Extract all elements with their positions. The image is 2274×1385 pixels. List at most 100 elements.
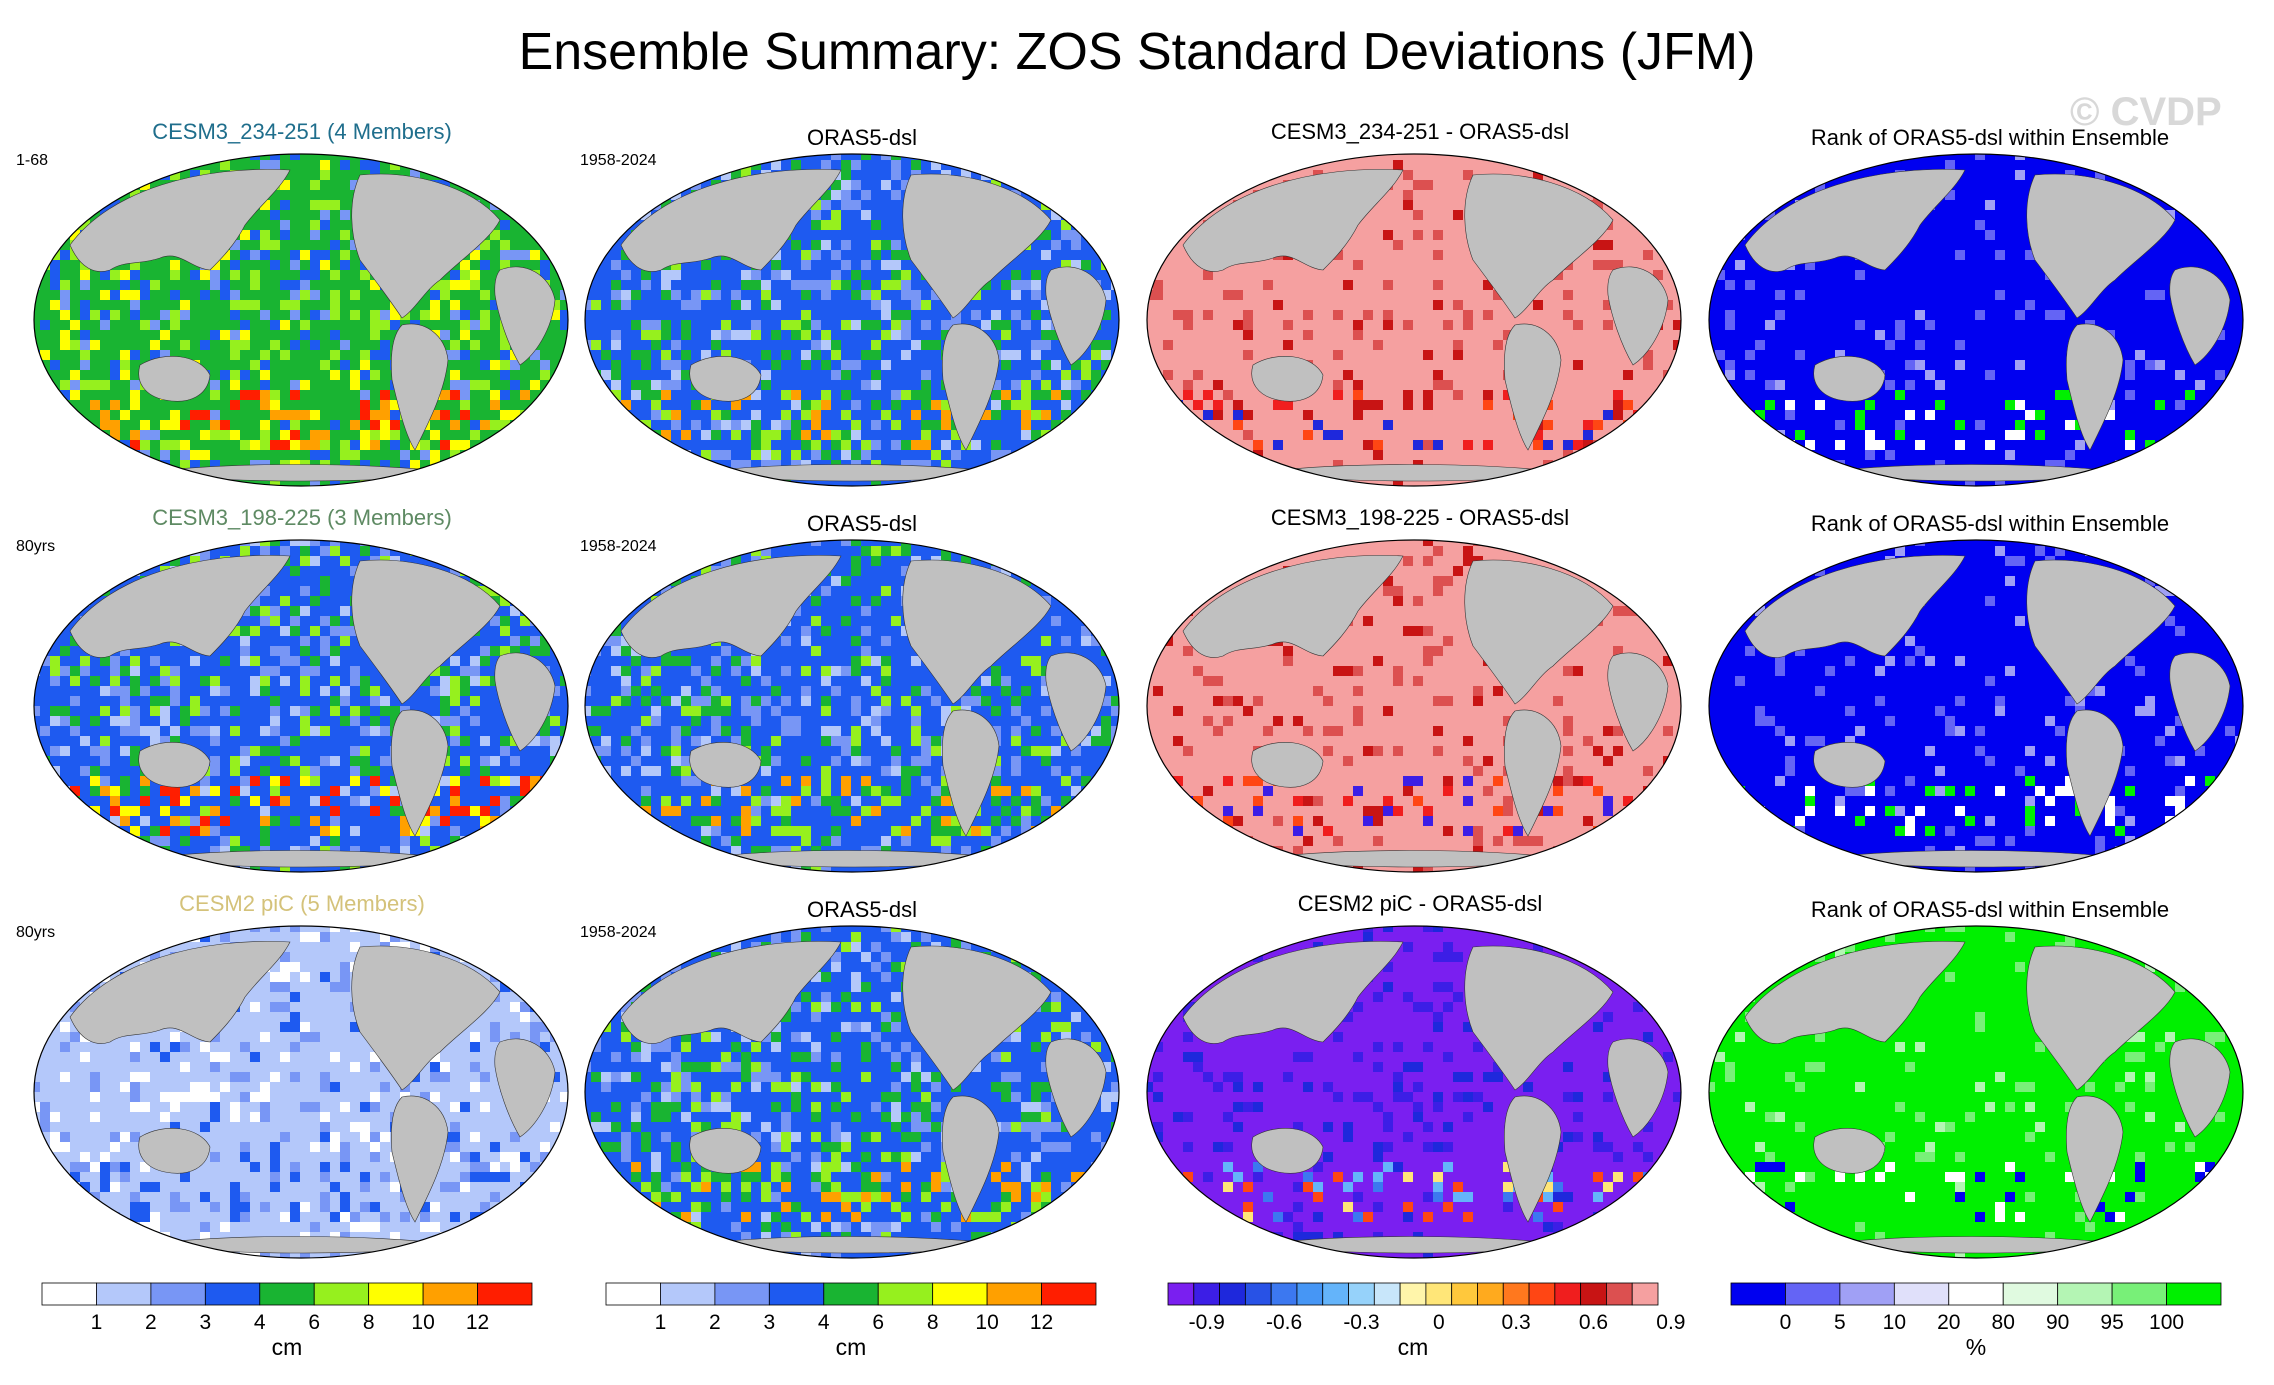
colorbar-swatch (1785, 1282, 1841, 1306)
colorbar-tick-label: 0.6 (1579, 1311, 1608, 1334)
colorbar-swatch (660, 1282, 716, 1306)
row1-obs-map (584, 153, 1120, 487)
colorbar-unit: % (1966, 1334, 1986, 1360)
row1-rank-map (1708, 153, 2244, 487)
row2-model-title: CESM3_198-225 (3 Members) (152, 505, 452, 530)
colorbar-swatch (1839, 1282, 1895, 1306)
colorbar-swatch (41, 1282, 97, 1306)
colorbar-tick-label: 0.9 (1656, 1311, 1685, 1334)
row1-diff-title: CESM3_234-251 - ORAS5-dsl (1270, 119, 1570, 144)
colorbar-swatch (1322, 1282, 1349, 1306)
colorbar-tick-label: 95 (2100, 1311, 2123, 1334)
colorbar-swatch (1477, 1282, 1504, 1306)
row2-obs-map (584, 539, 1120, 873)
row2-rank-title: Rank of ORAS5-dsl within Ensemble (1810, 511, 2170, 536)
colorbar-tick-label: 4 (818, 1311, 830, 1334)
colorbar-tick-label: -0.3 (1343, 1311, 1379, 1334)
figure-title: Ensemble Summary: ZOS Standard Deviation… (518, 23, 1756, 81)
colorbar-tick-label: 0 (1433, 1311, 1445, 1334)
colorbar-swatch (1528, 1282, 1556, 1306)
colorbar-tick-label: 2 (709, 1311, 721, 1334)
colorbar-swatch (1296, 1282, 1324, 1306)
colorbar-swatch (1554, 1282, 1582, 1306)
colorbar-swatch (1425, 1282, 1453, 1306)
colorbar-tick-label: 10 (975, 1311, 998, 1334)
colorbar-tick-label: 5 (1834, 1311, 1846, 1334)
colorbar-swatch (422, 1282, 478, 1306)
colorbar-swatch (1580, 1282, 1607, 1306)
row3-obs-period: 1958-2024 (580, 924, 657, 941)
colorbar-tick-label: 1 (91, 1311, 103, 1334)
colorbar-swatch (1193, 1282, 1220, 1306)
colorbar-swatch (96, 1282, 152, 1306)
colorbar-swatch (204, 1282, 261, 1306)
colorbar-swatch (1244, 1282, 1272, 1306)
colorbar-tick-label: 12 (1030, 1311, 1053, 1334)
row2-diff-map (1146, 539, 1682, 873)
colorbar-tick-label: -0.6 (1266, 1311, 1302, 1334)
row3-diff-title: CESM2 piC - ORAS5-dsl (1297, 891, 1543, 916)
colorbar-swatch (768, 1282, 825, 1306)
row2-rank-map (1708, 539, 2244, 873)
colorbar-tick-label: 90 (2046, 1311, 2069, 1334)
colorbar-tick-label: 100 (2149, 1311, 2184, 1334)
colorbar-tick-label: 3 (199, 1311, 211, 1334)
colorbar-swatch (1606, 1282, 1633, 1306)
colorbar-swatch (1219, 1282, 1246, 1306)
colorbar-tick-label: 6 (872, 1311, 884, 1334)
row1-model-title: CESM3_234-251 (4 Members) (152, 119, 452, 144)
row3-model-map (33, 925, 569, 1259)
colorbar-swatch (313, 1282, 370, 1306)
colorbar-swatch (877, 1282, 934, 1306)
colorbar-tick-label: 12 (466, 1311, 489, 1334)
row1-model-period: 1-68 (16, 152, 49, 169)
colorbar-swatch (2166, 1282, 2222, 1306)
row3-model-title: CESM2 piC (5 Members) (179, 891, 425, 916)
colorbar-swatch (477, 1282, 533, 1306)
colorbar-swatch (2111, 1282, 2167, 1306)
row1-obs-period: 1958-2024 (580, 152, 657, 169)
row3-model-period: 80yrs (16, 924, 56, 941)
row1-model-map (33, 153, 569, 487)
colorbar-unit: cm (836, 1334, 867, 1360)
colorbar-swatch (259, 1282, 315, 1306)
row2-model-map (33, 539, 569, 873)
colorbar-tick-label: 0.3 (1502, 1311, 1531, 1334)
colorbar-tick-label: 20 (1937, 1311, 1960, 1334)
colorbar-tick-label: 3 (763, 1311, 775, 1334)
colorbar-swatch (1373, 1282, 1401, 1306)
colorbar-swatch (2057, 1282, 2113, 1306)
colorbar-tick-label: 2 (145, 1311, 157, 1334)
colorbar-swatch (1948, 1282, 2004, 1306)
colorbar-swatch (1270, 1282, 1298, 1306)
colorbar-swatch (1631, 1282, 1659, 1306)
colorbar-unit: cm (1398, 1334, 1429, 1360)
row2-obs-title: ORAS5-dsl (806, 511, 918, 536)
row3-rank-title: Rank of ORAS5-dsl within Ensemble (1810, 897, 2170, 922)
colorbar-swatch (932, 1282, 988, 1306)
colorbar-swatch (1348, 1282, 1375, 1306)
rank-colorbar: 0 5 10 20 80 90 95 100% (1730, 1282, 2222, 1360)
colorbar-swatch (714, 1282, 770, 1306)
row2-diff-title: CESM3_198-225 - ORAS5-dsl (1270, 505, 1570, 530)
row1-rank-title: Rank of ORAS5-dsl within Ensemble (1810, 125, 2170, 150)
colorbar-tick-label: 4 (254, 1311, 266, 1334)
diff-colorbar: -0.9 -0.6 -0.3 0 0.3 0.6 0.9 cm (1167, 1282, 1685, 1360)
colorbar-swatch (150, 1282, 206, 1306)
cvdp-watermark: © CVDP (2070, 90, 2222, 134)
colorbar-swatch (1167, 1282, 1195, 1306)
colorbar-swatch (823, 1282, 879, 1306)
colorbar-tick-label: -0.9 (1189, 1311, 1225, 1334)
row2-obs-period: 1958-2024 (580, 538, 657, 555)
colorbar-tick-label: 10 (411, 1311, 434, 1334)
colorbar-swatch (1399, 1282, 1427, 1306)
colorbar-tick-label: 8 (927, 1311, 939, 1334)
colorbar-tick-label: 80 (1992, 1311, 2015, 1334)
row3-diff-map (1146, 925, 1682, 1259)
row3-obs-map (584, 925, 1120, 1259)
row1-obs-title: ORAS5-dsl (806, 125, 918, 150)
colorbar-swatch (1730, 1282, 1786, 1306)
colorbar-swatch (1451, 1282, 1478, 1306)
